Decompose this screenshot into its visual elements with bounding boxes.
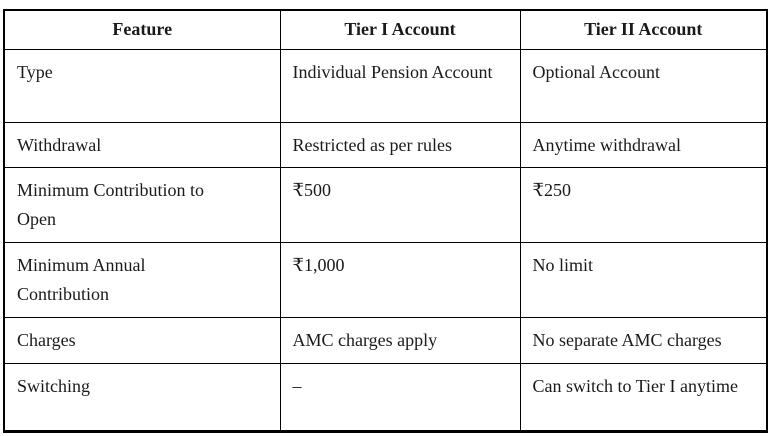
feature-cell-minimum-contribution-open: Minimum Contribution to Open	[3, 167, 281, 244]
table-row-withdrawal: Withdrawal Restricted as per rules Anyti…	[3, 121, 768, 169]
tier2-cell-withdrawal: Anytime withdrawal	[519, 121, 768, 169]
tier1-cell-charges: AMC charges apply	[279, 317, 521, 365]
header-row: Feature Tier I Account Tier II Account	[3, 9, 768, 50]
feature-cell-charges: Charges	[3, 317, 281, 365]
tier2-cell-type: Optional Account	[519, 48, 768, 123]
tier1-cell-type: Individual Pension Account	[279, 48, 521, 123]
tier1-cell-switching: –	[279, 363, 521, 433]
column-header-feature: Feature	[3, 9, 281, 50]
column-header-tier1-account: Tier I Account	[279, 9, 521, 50]
tier1-cell-minimum-annual-contribution: ₹1,000	[279, 242, 521, 319]
tier1-cell-minimum-contribution-open: ₹500	[279, 167, 521, 244]
feature-cell-minimum-annual-contribution: Minimum Annual Contribution	[3, 242, 281, 319]
table-row-type: Type Individual Pension Account Optional…	[3, 48, 768, 123]
column-header-tier2-account: Tier II Account	[519, 9, 768, 50]
tier2-cell-switching: Can switch to Tier I anytime	[519, 363, 768, 433]
feature-cell-withdrawal: Withdrawal	[3, 121, 281, 169]
tier2-cell-minimum-contribution-open: ₹250	[519, 167, 768, 244]
table-row-charges: Charges AMC charges apply No separate AM…	[3, 317, 768, 365]
tier1-cell-withdrawal: Restricted as per rules	[279, 121, 521, 169]
tier2-cell-minimum-annual-contribution: No limit	[519, 242, 768, 319]
tier2-cell-charges: No separate AMC charges	[519, 317, 768, 365]
account-comparison-table: Feature Tier I Account Tier II Account T…	[3, 9, 768, 434]
table-row-minimum-contribution-open: Minimum Contribution to Open ₹500 ₹250	[3, 167, 768, 244]
feature-cell-type: Type	[3, 48, 281, 123]
table-row-switching: Switching – Can switch to Tier I anytime	[3, 363, 768, 433]
table-row-minimum-annual-contribution: Minimum Annual Contribution ₹1,000 No li…	[3, 242, 768, 319]
feature-cell-switching: Switching	[3, 363, 281, 433]
